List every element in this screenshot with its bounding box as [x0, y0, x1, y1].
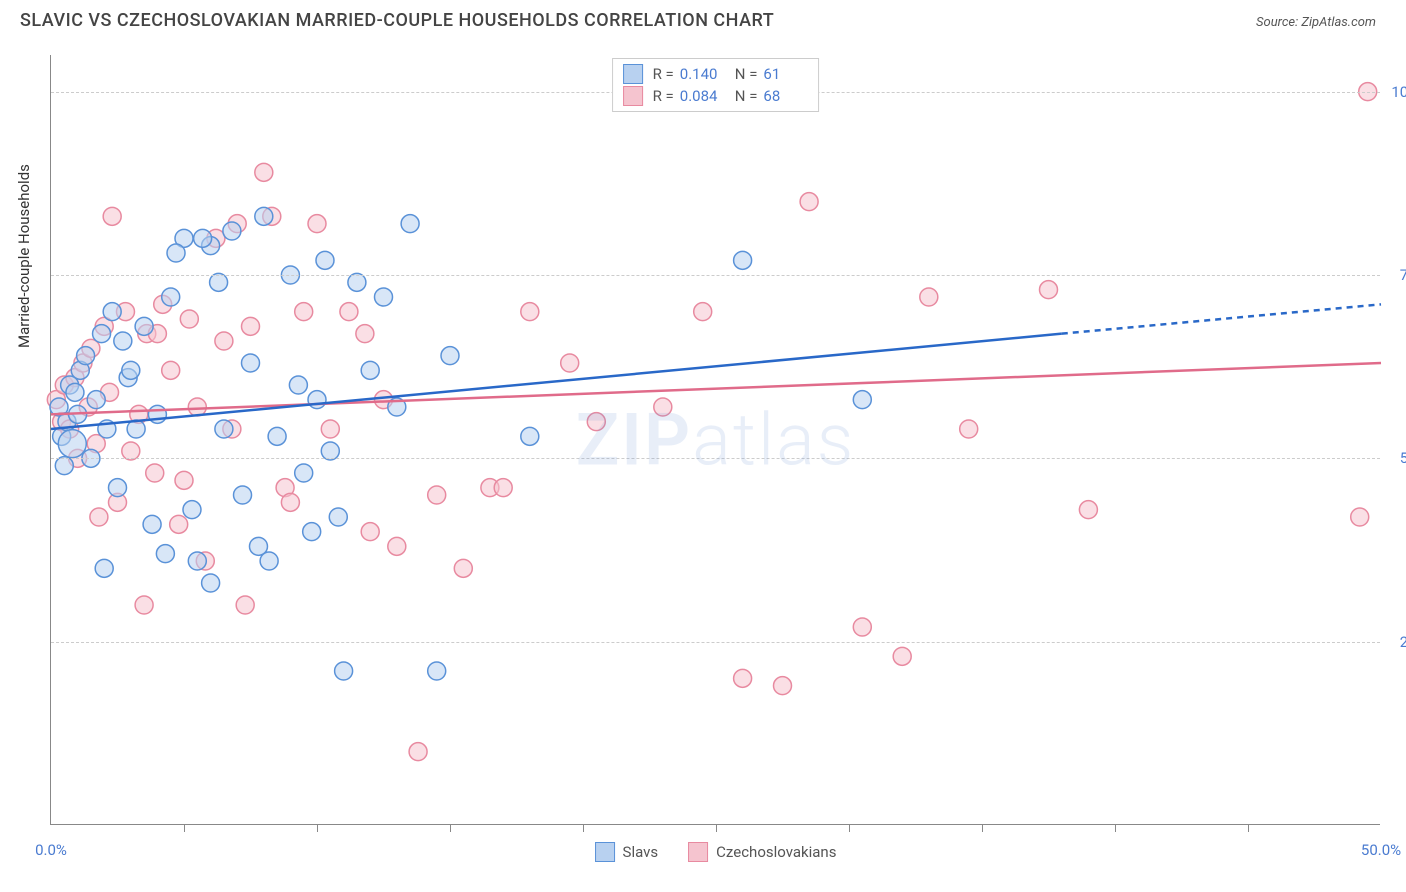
bottom-legend: Slavs Czechoslovakians — [595, 842, 837, 862]
swatch-series1 — [623, 64, 643, 84]
y-tick-label: 100.0% — [1391, 83, 1406, 101]
legend-swatch-2 — [688, 842, 708, 862]
stats-row-1: R = 0.140 N = 61 — [623, 63, 809, 85]
legend-label-1: Slavs — [623, 843, 659, 861]
y-tick-label: 25.0% — [1400, 633, 1406, 651]
swatch-series2 — [623, 86, 643, 106]
stats-row-2: R = 0.084 N = 68 — [623, 85, 809, 107]
source-attribution: Source: ZipAtlas.com — [1256, 15, 1376, 30]
stats-legend: R = 0.140 N = 61 R = 0.084 N = 68 — [612, 58, 820, 112]
legend-item-2: Czechoslovakians — [688, 842, 836, 862]
x-tick-label: 0.0% — [35, 841, 67, 859]
legend-label-2: Czechoslovakians — [716, 843, 836, 861]
legend-item-1: Slavs — [595, 842, 659, 862]
chart-title: SLAVIC VS CZECHOSLOVAKIAN MARRIED-COUPLE… — [20, 10, 774, 31]
scatter-svg — [51, 55, 1380, 824]
y-tick-label: 50.0% — [1400, 449, 1406, 467]
legend-swatch-1 — [595, 842, 615, 862]
y-tick-label: 75.0% — [1400, 266, 1406, 284]
plot-area: ZIPatlas R = 0.140 N = 61 R = 0.084 N = … — [50, 55, 1380, 825]
x-tick-label: 50.0% — [1361, 841, 1401, 859]
y-axis-title: Married-couple Households — [15, 164, 33, 348]
